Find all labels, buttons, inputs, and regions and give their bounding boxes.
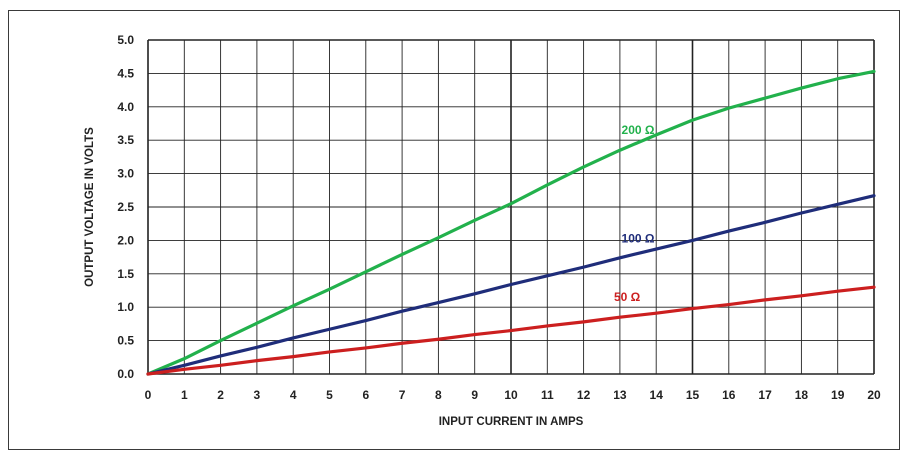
x-tick-label: 4: [290, 388, 297, 402]
y-tick-labels: 0.0 0.5 1.0 1.5 2.0 2.5 3.0 3.5 4.0 4.5 5.0: [117, 33, 134, 381]
y-axis-label: OUTPUT VOLTAGE IN VOLTS: [84, 127, 96, 287]
x-tick-label: 19: [831, 388, 845, 402]
x-tick-label: 15: [686, 388, 700, 402]
x-tick-label: 13: [613, 388, 627, 402]
x-axis-label: INPUT CURRENT IN AMPS: [439, 416, 584, 428]
x-tick-label: 14: [650, 388, 664, 402]
x-tick-label: 3: [254, 388, 261, 402]
x-tick-label: 0: [145, 388, 152, 402]
x-tick-label: 11: [541, 388, 554, 402]
x-tick-label: 18: [795, 388, 809, 402]
x-tick-label: 17: [758, 388, 772, 402]
y-tick-label: 2.0: [117, 233, 134, 247]
series-labels: 200 Ω 100 Ω 50 Ω: [614, 123, 655, 304]
x-tick-label: 16: [722, 388, 736, 402]
x-tick-label: 9: [471, 388, 478, 402]
x-tick-labels: 0 1 2 3 4 5 6 7 8 9 10 11 12 13 14 15 16 17 18 19 20: [145, 388, 881, 402]
y-tick-label: 1.5: [117, 267, 134, 281]
y-tick-label: 5.0: [117, 33, 134, 47]
x-tick-label: 5: [326, 388, 333, 402]
x-tick-label: 6: [362, 388, 369, 402]
series-lines: [146, 69, 876, 376]
y-tick-label: 4.5: [117, 66, 134, 80]
x-tick-label: 10: [504, 388, 518, 402]
x-tick-label: 1: [181, 388, 188, 402]
y-tick-label: 3.5: [117, 133, 134, 147]
x-tick-label: 20: [867, 388, 881, 402]
series-line: [146, 194, 876, 376]
series-label: 100 Ω: [622, 231, 655, 245]
series-line: [146, 69, 876, 376]
series-line: [146, 285, 876, 376]
y-tick-label: 0.0: [117, 367, 134, 381]
series-label: 50 Ω: [614, 290, 641, 304]
y-tick-label: 3.0: [117, 167, 134, 181]
y-tick-label: 1.0: [117, 300, 134, 314]
y-tick-label: 2.5: [117, 200, 134, 214]
x-tick-label: 7: [399, 388, 406, 402]
x-tick-label: 2: [217, 388, 224, 402]
x-tick-label: 8: [435, 388, 442, 402]
y-tick-label: 4.0: [117, 100, 134, 114]
y-tick-label: 0.5: [117, 334, 134, 348]
x-tick-label: 12: [577, 388, 591, 402]
series-label: 200 Ω: [622, 123, 655, 137]
